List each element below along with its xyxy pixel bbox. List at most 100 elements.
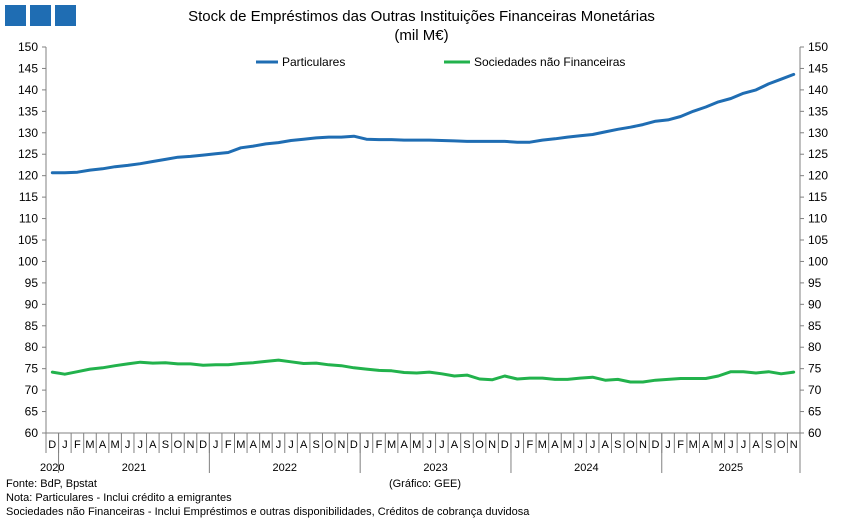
logo-block-2: [30, 5, 51, 26]
month-label: D: [199, 439, 207, 451]
month-label: O: [174, 439, 183, 451]
y-tick-label-right: 150: [808, 40, 828, 54]
month-label: J: [665, 439, 671, 451]
month-label: F: [225, 439, 232, 451]
month-label: D: [501, 439, 509, 451]
month-label: O: [777, 439, 786, 451]
month-label: A: [99, 439, 107, 451]
month-label: J: [62, 439, 68, 451]
y-tick-label-right: 100: [808, 254, 828, 268]
series-line-snf: [50, 358, 796, 384]
month-label: S: [463, 439, 470, 451]
month-label: N: [488, 439, 496, 451]
month-label: J: [590, 439, 596, 451]
month-label: A: [400, 439, 408, 451]
y-tick-label-left: 110: [19, 212, 38, 226]
y-tick-label-left: 115: [19, 190, 38, 204]
month-label: O: [626, 439, 635, 451]
year-label: 2025: [719, 462, 743, 474]
month-label: S: [614, 439, 621, 451]
month-label: D: [652, 439, 660, 451]
y-tick-label-right: 115: [808, 190, 827, 204]
month-label: J: [138, 439, 144, 451]
y-tick-label-left: 60: [25, 426, 39, 440]
chart-subtitle: (mil M€): [394, 27, 449, 44]
y-tick-label-right: 60: [808, 426, 822, 440]
y-tick-label-left: 150: [18, 40, 38, 54]
chart-credit: (Gráfico: GEE): [388, 478, 462, 490]
month-label: A: [149, 439, 157, 451]
y-tick-label-right: 65: [808, 405, 822, 419]
y-tick-label-left: 100: [18, 254, 38, 268]
month-label: O: [475, 439, 484, 451]
month-label: J: [515, 439, 521, 451]
month-label: J: [728, 439, 734, 451]
footnote-particulares: Nota: Particulares - Inclui crédito a em…: [6, 492, 232, 504]
y-tick-label-right: 75: [808, 362, 822, 376]
year-label: 2024: [574, 462, 598, 474]
month-label: J: [439, 439, 445, 451]
y-tick-label-left: 75: [25, 362, 39, 376]
y-tick-label-left: 105: [18, 233, 38, 247]
month-label: F: [526, 439, 533, 451]
y-tick-label-right: 105: [808, 233, 828, 247]
y-tick-label-left: 90: [25, 297, 39, 311]
month-label: J: [276, 439, 282, 451]
y-tick-label-right: 130: [808, 126, 828, 140]
month-label: S: [313, 439, 320, 451]
month-label: J: [288, 439, 294, 451]
month-label: D: [48, 439, 56, 451]
y-tick-label-right: 140: [808, 83, 828, 97]
logo-block-1: [5, 5, 26, 26]
month-label: N: [639, 439, 647, 451]
month-label: M: [111, 439, 120, 451]
month-label: J: [427, 439, 433, 451]
y-tick-label-left: 80: [25, 340, 39, 354]
month-label: M: [714, 439, 723, 451]
y-tick-label-left: 65: [25, 405, 39, 419]
logo-block-3: [55, 5, 76, 26]
y-tick-label-left: 70: [25, 383, 39, 397]
month-label: A: [300, 439, 308, 451]
y-tick-label-left: 120: [18, 169, 38, 183]
y-tick-label-right: 110: [808, 212, 827, 226]
month-label: A: [250, 439, 258, 451]
month-label: F: [74, 439, 81, 451]
y-tick-label-left: 140: [18, 83, 38, 97]
month-label: J: [577, 439, 583, 451]
y-tick-label-left: 130: [18, 126, 38, 140]
month-label: A: [602, 439, 610, 451]
year-label: 2021: [122, 462, 146, 474]
footnote-snf: Sociedades não Financeiras - Inclui Empr…: [6, 506, 530, 518]
y-tick-label-right: 85: [808, 319, 822, 333]
source-note: Fonte: BdP, Bpstat: [6, 478, 97, 490]
month-label: J: [125, 439, 131, 451]
month-label: A: [702, 439, 710, 451]
month-label: A: [752, 439, 760, 451]
legend-label: Particulares: [282, 55, 345, 69]
y-tick-label-right: 95: [808, 276, 822, 290]
y-tick-label-left: 95: [25, 276, 39, 290]
month-label: M: [387, 439, 396, 451]
y-tick-label-left: 145: [18, 61, 38, 75]
month-label: S: [162, 439, 169, 451]
y-tick-label-right: 120: [808, 169, 828, 183]
month-label: A: [451, 439, 459, 451]
y-tick-label-right: 145: [808, 61, 828, 75]
y-tick-label-left: 135: [18, 104, 38, 118]
month-label: M: [689, 439, 698, 451]
y-tick-label-right: 90: [808, 297, 822, 311]
month-label: J: [741, 439, 747, 451]
month-label: M: [85, 439, 94, 451]
year-label: 2020: [40, 462, 64, 474]
legend-label: Sociedades não Financeiras: [474, 55, 625, 69]
year-label: 2023: [423, 462, 447, 474]
chart-title: Stock de Empréstimos das Outras Institui…: [188, 8, 655, 25]
month-label: S: [765, 439, 772, 451]
month-label: D: [350, 439, 358, 451]
month-label: M: [236, 439, 245, 451]
month-label: N: [790, 439, 798, 451]
month-label: F: [376, 439, 383, 451]
y-tick-label-left: 125: [18, 147, 38, 161]
month-label: A: [551, 439, 559, 451]
